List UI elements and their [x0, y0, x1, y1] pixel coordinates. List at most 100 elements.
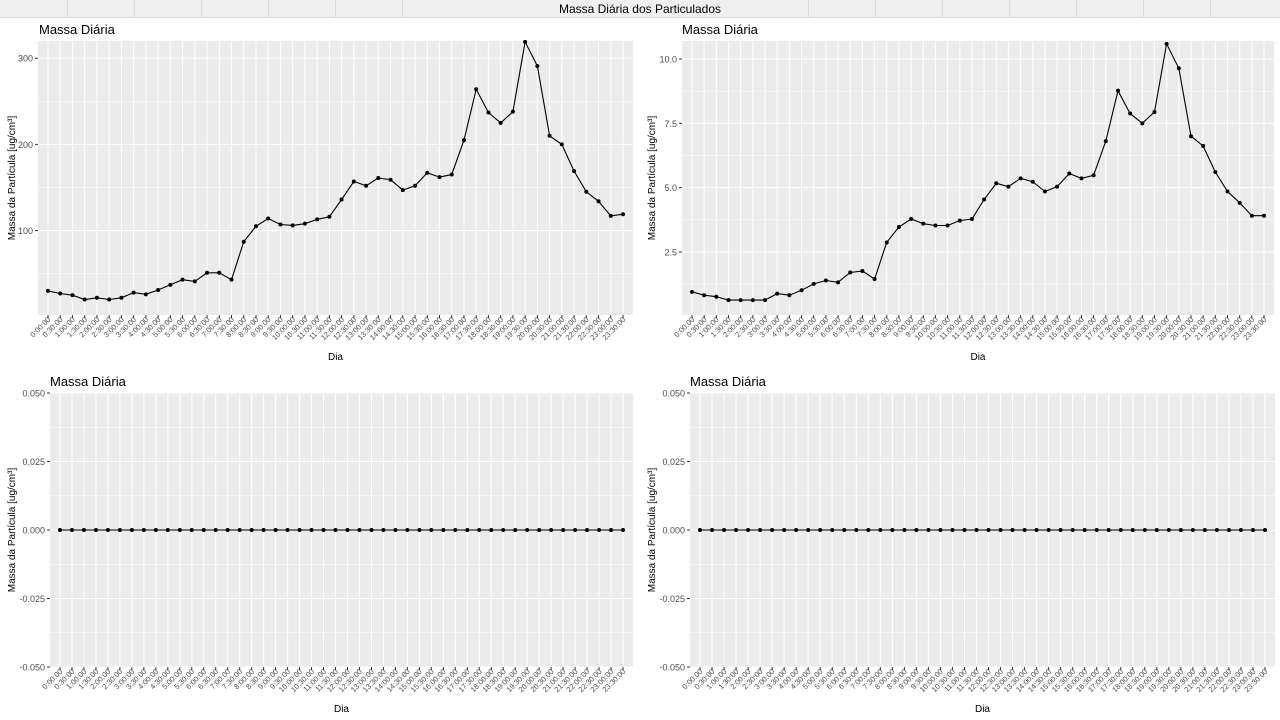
data-point	[1152, 110, 1157, 115]
data-point	[1249, 213, 1254, 218]
data-point	[165, 528, 170, 532]
data-point	[168, 282, 173, 287]
data-point	[549, 528, 554, 532]
data-point	[1250, 528, 1255, 532]
data-point	[315, 217, 320, 222]
x-axis-label: Dia	[334, 704, 349, 715]
data-point	[266, 216, 271, 221]
data-point	[547, 133, 552, 138]
data-point	[180, 277, 185, 282]
y-tick-label: -0.050	[659, 663, 685, 673]
data-point	[400, 188, 405, 193]
header-divider	[134, 0, 135, 17]
data-point	[986, 528, 991, 532]
data-point	[938, 528, 943, 532]
chart-panel-2: 2.55.07.510.00:00:000:30:001:00:001:30:0…	[647, 22, 1274, 363]
data-point	[1166, 528, 1171, 532]
data-point	[872, 276, 877, 281]
chart-title: Massa Diária	[690, 374, 767, 389]
data-point	[345, 528, 350, 532]
data-point	[357, 528, 362, 532]
data-point	[249, 528, 254, 532]
data-point	[782, 528, 787, 532]
header-divider	[402, 0, 403, 17]
data-point	[698, 528, 702, 532]
data-point	[273, 528, 278, 532]
data-point	[1262, 213, 1266, 218]
y-tick-label: 100	[18, 226, 33, 236]
data-point	[758, 528, 763, 532]
data-point	[70, 293, 75, 298]
data-point	[321, 528, 326, 532]
data-point	[107, 297, 112, 302]
plot-background	[682, 41, 1274, 315]
data-point	[830, 528, 835, 532]
data-point	[1022, 528, 1027, 532]
data-point	[302, 221, 307, 226]
y-tick-label: 0.050	[662, 389, 685, 399]
data-point	[994, 181, 999, 186]
data-point	[217, 270, 222, 275]
data-point	[388, 177, 393, 182]
data-point	[1106, 528, 1111, 532]
window-header: Massa Diária dos Particulados	[0, 0, 1280, 18]
data-point	[962, 528, 967, 532]
data-point	[722, 528, 727, 532]
data-point	[1030, 179, 1035, 184]
y-tick-label: 2.5	[664, 247, 677, 257]
data-point	[969, 217, 974, 222]
x-axis-label: Dia	[975, 704, 990, 715]
data-point	[58, 291, 63, 296]
data-point	[1046, 528, 1051, 532]
y-tick-label: 0.000	[22, 526, 45, 536]
chart-panel-4: -0.050-0.0250.0000.0250.0500:00:000:30:0…	[647, 374, 1275, 715]
data-point	[799, 288, 804, 293]
data-point	[811, 281, 816, 286]
data-point	[1213, 169, 1218, 174]
header-divider	[808, 0, 809, 17]
data-point	[119, 295, 124, 300]
y-tick-label: -0.025	[659, 594, 685, 604]
data-point	[498, 120, 503, 125]
data-point	[884, 240, 889, 245]
data-point	[117, 528, 122, 532]
data-point	[381, 528, 386, 532]
y-tick-label: 10.0	[659, 55, 677, 65]
data-point	[513, 528, 518, 532]
chart-panel-1: 1002003000:00:000:30:001:00:001:30:002:0…	[7, 22, 633, 363]
data-point	[1103, 139, 1108, 144]
data-point	[1115, 88, 1120, 93]
data-point	[896, 225, 901, 230]
data-point	[1082, 528, 1087, 532]
data-point	[1091, 173, 1096, 178]
data-point	[333, 528, 338, 532]
x-axis-label: Dia	[328, 352, 343, 363]
data-point	[1094, 528, 1099, 532]
data-point	[309, 528, 314, 532]
data-point	[425, 170, 430, 175]
data-point	[734, 528, 739, 532]
data-point	[192, 279, 197, 284]
data-point	[1225, 189, 1230, 194]
data-point	[561, 528, 566, 532]
data-point	[477, 528, 482, 532]
header-divider	[942, 0, 943, 17]
header-divider	[875, 0, 876, 17]
data-point	[449, 172, 454, 177]
data-point	[1201, 143, 1206, 148]
data-point	[702, 293, 707, 298]
data-point	[1140, 121, 1145, 126]
data-point	[596, 199, 601, 204]
data-point	[710, 528, 715, 532]
series-line	[47, 40, 624, 301]
data-point	[1178, 528, 1183, 532]
data-point	[189, 528, 194, 532]
data-point	[297, 528, 302, 532]
data-point	[290, 223, 295, 228]
y-tick-label: 7.5	[664, 119, 677, 129]
data-point	[1238, 528, 1243, 532]
data-point	[489, 528, 494, 532]
data-point	[105, 528, 110, 532]
y-axis-label: Massa da Partícula [ug/cm³]	[7, 116, 18, 241]
data-point	[1214, 528, 1219, 532]
